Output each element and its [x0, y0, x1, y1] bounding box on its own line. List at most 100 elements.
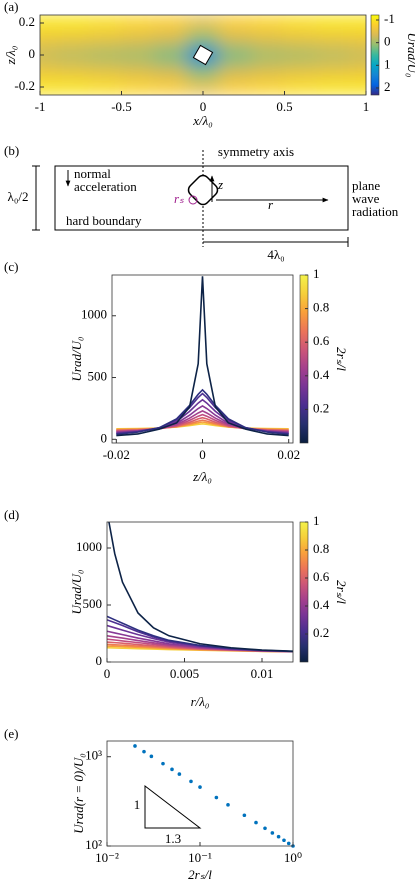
heatmap-cell — [349, 78, 366, 95]
heatmap-cell — [40, 15, 57, 32]
heatmap-cell — [284, 78, 318, 95]
x-tick-label: 1 — [363, 99, 370, 114]
text: hard boundary — [66, 213, 142, 228]
colorbar — [299, 521, 309, 663]
colorbar-tick-label: 0.2 — [313, 625, 329, 640]
text: λ₀/2 — [8, 189, 29, 204]
colorbar-label: 2rₛ/l — [334, 347, 349, 371]
x-axis-label: 2rₛ/l — [188, 867, 212, 881]
x-tick-label: 10⁻² — [95, 850, 119, 865]
colorbar-tick-label: 0 — [384, 34, 391, 49]
point — [198, 785, 202, 789]
heatmap-cell — [251, 78, 285, 95]
heatmap-cell — [88, 30, 122, 48]
colorbar — [299, 274, 309, 444]
heatmap-cell — [186, 15, 220, 32]
symmetry-label: symmetry axis — [218, 144, 294, 159]
heatmap-cell — [284, 62, 318, 80]
heatmap-cell — [349, 15, 366, 32]
heatmap-cell — [251, 46, 285, 64]
point — [142, 749, 146, 754]
heatmap-cell — [40, 30, 57, 48]
colorbar-tick-label: -1 — [384, 11, 395, 26]
line — [116, 388, 289, 436]
line — [108, 522, 293, 652]
colorbar-tick-label: 1 — [313, 266, 320, 281]
x-axis-label: r/λ₀ — [191, 694, 210, 709]
annotation: 1 — [134, 797, 141, 812]
colorbar-label: 2rₛ/l — [334, 580, 349, 604]
colorbar-tick-label: 0.8 — [313, 300, 329, 315]
x-axis-label: z/λ₀ — [192, 469, 212, 484]
y-tick-label: 500 — [83, 596, 103, 611]
y-axis-label: Urad(r = 0)/U₀ — [71, 753, 86, 833]
line — [116, 276, 289, 437]
diagram: (b) symmetry axis normal acceleration λ₀… — [4, 143, 399, 262]
point — [276, 834, 281, 839]
colorbar-tick-label: 1 — [384, 56, 391, 71]
colorbar — [370, 14, 380, 96]
heatmap-cell — [349, 46, 366, 64]
heatmap-cell — [153, 15, 188, 32]
heatmap-cell — [40, 62, 57, 80]
heatmap-cell — [218, 15, 253, 32]
colorbar-tick-label: 0.6 — [313, 333, 330, 348]
scatterer — [192, 44, 214, 66]
point — [270, 831, 275, 835]
heatmap-cell — [88, 15, 122, 32]
y-tick-label: 0 — [101, 430, 108, 445]
plot-frame — [106, 740, 294, 847]
x-tick-label: 0.005 — [170, 666, 199, 681]
x-axis-label: x/λ₀ — [192, 113, 213, 128]
heatmap-cell — [316, 62, 351, 80]
y-tick-label: 0 — [29, 46, 36, 61]
x-tick-label: 0 — [200, 99, 207, 114]
heatmap-cell — [218, 78, 253, 95]
y-tick-label: 10³ — [85, 748, 102, 763]
text: z — [217, 177, 223, 192]
text: r — [268, 197, 274, 212]
heatmap-cell — [316, 15, 351, 32]
point — [149, 754, 154, 759]
point — [133, 744, 137, 748]
y-axis-label: z/λ₀ — [3, 46, 18, 66]
y-axis-label: Urad/U₀ — [69, 337, 84, 382]
plot-frame — [106, 521, 294, 663]
point — [242, 813, 247, 818]
y-tick-label: 1000 — [76, 539, 102, 554]
y-tick-label: 0.2 — [19, 14, 35, 29]
x-tick-label: 0.5 — [276, 99, 292, 114]
point — [189, 779, 193, 784]
x-tick-label: 0 — [104, 666, 111, 681]
heatmap-cell — [121, 15, 155, 32]
x-tick-label: -0.5 — [111, 99, 132, 114]
panel-label: (a) — [4, 0, 18, 14]
colorbar-label: Urad/U₀ — [405, 33, 415, 78]
scatterer — [187, 174, 219, 206]
heatmap-cell — [153, 62, 188, 80]
heatmap-cell — [55, 62, 90, 80]
panel-label: (b) — [4, 143, 19, 158]
heatmap-cell — [316, 78, 351, 95]
heatmap-cell — [88, 78, 122, 95]
colorbar-tick-label: 2 — [384, 79, 391, 94]
panel-label: (d) — [4, 507, 19, 522]
heatmap-cell — [153, 30, 188, 48]
point — [286, 841, 291, 846]
heatmap-cell — [121, 62, 155, 80]
heatmap-cell — [121, 30, 155, 48]
heatmap-cell — [55, 15, 90, 32]
y-tick-label: 10² — [85, 837, 102, 852]
lines — [107, 522, 293, 653]
colorbar-tick-label: 0.4 — [313, 597, 330, 612]
point — [170, 767, 174, 772]
heatmap-cell — [186, 30, 220, 48]
heatmap-cell — [88, 46, 122, 64]
x-tick-label: 0.02 — [277, 447, 300, 462]
heatmap-cell — [121, 78, 155, 95]
heatmap-cell — [284, 30, 318, 48]
y-tick-label: 0 — [96, 653, 103, 668]
colorbar-tick-label: 0.8 — [313, 541, 329, 556]
colorbar-tick-label: 1 — [313, 513, 320, 528]
